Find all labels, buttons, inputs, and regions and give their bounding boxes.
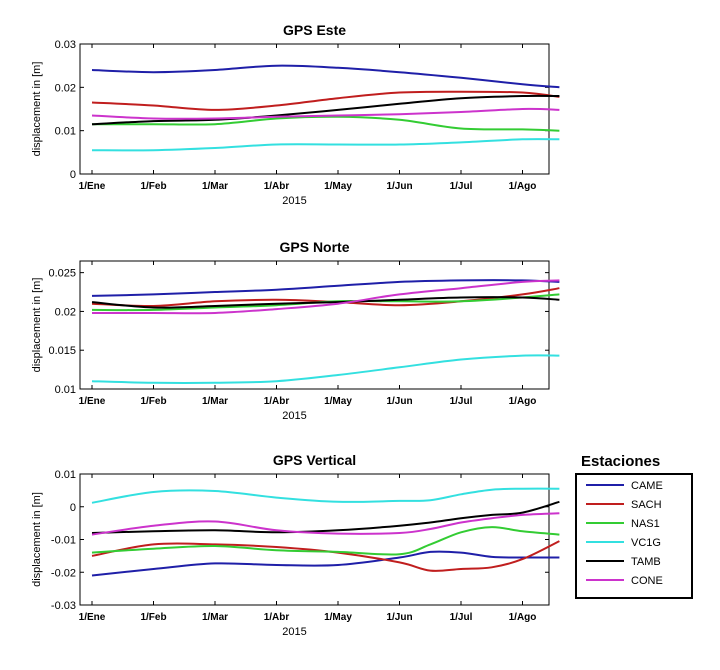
series-line-came — [91, 279, 560, 297]
legend-label-sach: SACH — [631, 499, 662, 511]
legend-label-tamb: TAMB — [631, 556, 661, 568]
x-tick-label: 1/Feb — [140, 181, 166, 192]
y-tick-label: 0.025 — [48, 268, 76, 280]
series-line-tamb — [91, 296, 560, 309]
x-tick-label: 1/Jul — [450, 396, 473, 407]
chart-panel-0: GPS Este 0 0.01 0.02 0.03 1/Ene 1/Feb 1/Mar 1/Ab… — [31, 22, 560, 207]
x-tick-label: 1/Ene — [79, 396, 106, 407]
series-line-came — [91, 550, 560, 577]
legend-title: Estaciones — [581, 453, 660, 470]
series-line-came — [91, 64, 560, 89]
legend-box — [575, 473, 693, 599]
x-tick-label: 1/Feb — [140, 396, 166, 407]
legend-entries: CAME SACH NAS1 VC1G TAMB CONE — [586, 480, 663, 587]
x-tick-label: 1/Mar — [202, 612, 228, 623]
chart-panels: GPS Este 0 0.01 0.02 0.03 1/Ene 1/Feb 1/Mar 1/Ab… — [31, 22, 560, 638]
x-tick-label: 1/Mar — [202, 396, 228, 407]
y-axis-label: displacement in [m] — [31, 62, 43, 157]
x-tick-label: 1/May — [324, 612, 352, 623]
plot-frame — [79, 260, 550, 390]
y-tick-label: 0.01 — [55, 384, 76, 396]
x-tick-label: 1/May — [324, 181, 352, 192]
x-tick-label: 1/Jul — [450, 181, 473, 192]
x-tick-label: 1/Jun — [386, 612, 412, 623]
y-tick-label: 0.01 — [55, 469, 76, 481]
y-tick-label: 0.02 — [55, 306, 76, 318]
y-tick-label: -0.03 — [51, 600, 76, 612]
x-tick-label: 1/Abr — [264, 396, 290, 407]
series-line-cone — [92, 279, 560, 315]
x-tick-label: 1/Ago — [509, 181, 537, 192]
x-tick-label: 1/Mar — [202, 181, 228, 192]
x-axis-label: 2015 — [282, 410, 306, 422]
legend-label-vc1g: VC1G — [631, 537, 661, 549]
x-tick-label: 1/Jun — [386, 181, 412, 192]
chart-panel-2: GPS Vertical -0.03 -0.02 -0.01 0 0.01 1/Ene 1/F… — [31, 452, 560, 638]
chart-title: GPS Norte — [279, 239, 349, 255]
x-tick-label: 1/Abr — [264, 181, 290, 192]
series-line-vc1g — [91, 138, 560, 152]
y-tick-label: -0.01 — [51, 535, 76, 547]
series-line-sach — [91, 90, 560, 111]
x-tick-label: 1/Ene — [79, 612, 106, 623]
series-line-nas1 — [91, 526, 560, 556]
plot-frame — [79, 473, 550, 606]
legend-label-cone: CONE — [631, 575, 663, 587]
y-tick-label: 0.03 — [55, 39, 76, 51]
series-line-tamb — [91, 94, 560, 126]
chart-title: GPS Este — [283, 22, 346, 38]
y-tick-label: 0 — [70, 169, 76, 181]
y-tick-label: -0.02 — [51, 567, 76, 579]
y-tick-label: 0.01 — [55, 126, 76, 138]
plot-frame — [79, 43, 550, 175]
y-axis-label: displacement in [m] — [31, 278, 43, 373]
x-tick-label: 1/Ago — [509, 612, 537, 623]
legend-label-nas1: NAS1 — [631, 518, 660, 530]
y-tick-label: 0 — [70, 502, 76, 514]
x-tick-label: 1/Feb — [140, 612, 166, 623]
series-line-tamb — [91, 500, 560, 534]
legend-label-came: CAME — [631, 480, 663, 492]
x-axis-label: 2015 — [282, 195, 306, 207]
series-line-nas1 — [92, 115, 560, 132]
y-axis-label: displacement in [m] — [31, 492, 43, 587]
x-axis-label: 2015 — [282, 626, 306, 638]
x-tick-label: 1/Ene — [79, 181, 106, 192]
series-line-vc1g — [91, 487, 560, 504]
x-tick-label: 1/Ago — [509, 396, 537, 407]
legend: Estaciones CAME SACH NAS1 VC1G TAMB CONE — [575, 453, 693, 599]
y-tick-label: 0.02 — [55, 82, 76, 94]
series-line-sach — [91, 540, 560, 572]
x-tick-label: 1/Abr — [264, 612, 290, 623]
chart-title: GPS Vertical — [273, 452, 356, 468]
x-tick-label: 1/Jul — [450, 612, 473, 623]
x-tick-label: 1/Jun — [386, 396, 412, 407]
series-line-cone — [91, 512, 560, 536]
series-line-cone — [91, 107, 560, 120]
series-line-vc1g — [91, 354, 560, 385]
y-tick-label: 0.015 — [48, 345, 76, 357]
chart-panel-1: GPS Norte 0.01 0.015 0.02 0.025 1/Ene 1/Feb 1/M… — [31, 239, 560, 422]
x-tick-label: 1/May — [324, 396, 352, 407]
